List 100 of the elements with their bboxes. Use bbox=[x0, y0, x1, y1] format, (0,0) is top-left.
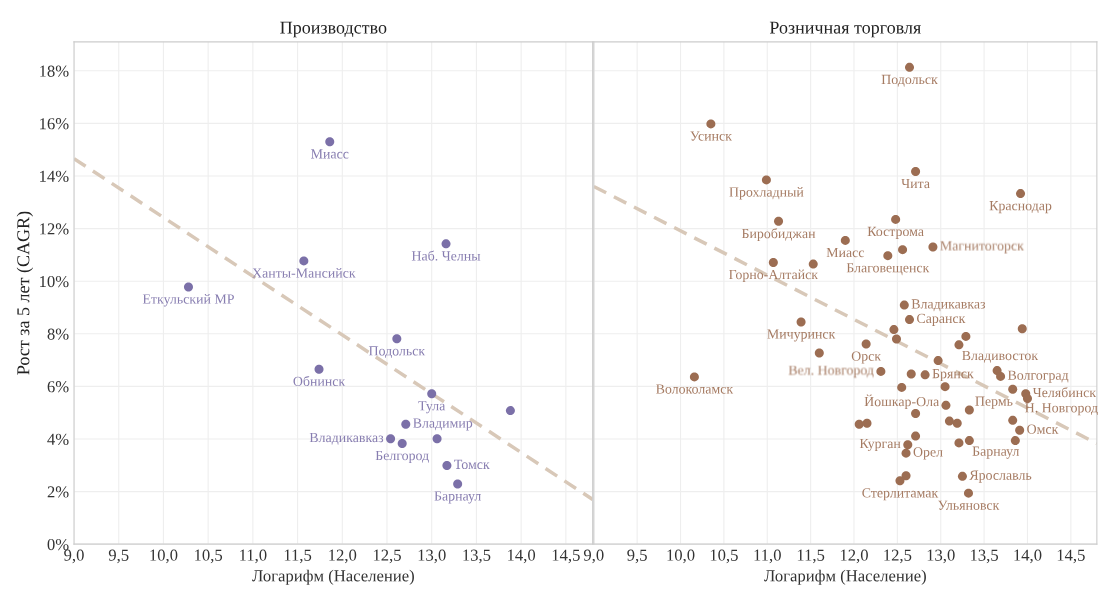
annotation: Краснодар bbox=[989, 201, 1052, 214]
point bbox=[814, 348, 824, 358]
point bbox=[505, 406, 515, 416]
x-tick-label: 12,5 bbox=[373, 549, 401, 564]
point bbox=[397, 438, 407, 448]
x-tick-label: 14,5 bbox=[552, 549, 580, 564]
annotation: Владимир bbox=[413, 418, 473, 431]
x-tick-label: 9,5 bbox=[108, 549, 129, 564]
point bbox=[453, 479, 463, 489]
x-axis-title: Логарифм (Население) bbox=[764, 569, 926, 585]
y-tick-label: 16% bbox=[40, 118, 69, 130]
point bbox=[961, 331, 971, 341]
annotation: Белгород bbox=[375, 450, 429, 463]
annotation: Челябинск bbox=[1032, 387, 1097, 398]
point bbox=[774, 216, 784, 226]
annotation: Ярославль bbox=[969, 470, 1032, 483]
point bbox=[808, 259, 818, 269]
annotation: Ульяновск bbox=[938, 500, 1000, 510]
point bbox=[964, 436, 974, 446]
x-tick-label: 9,0 bbox=[64, 549, 84, 564]
point bbox=[892, 334, 901, 344]
point bbox=[299, 256, 309, 266]
x-tick-label: 12,5 bbox=[884, 549, 912, 564]
point bbox=[314, 364, 324, 374]
point bbox=[940, 382, 950, 392]
annotation: Орел bbox=[913, 447, 943, 460]
point bbox=[432, 434, 442, 444]
annotation: Н. Новгород bbox=[1025, 403, 1098, 416]
point bbox=[905, 315, 915, 325]
point bbox=[898, 245, 908, 255]
x-tick-label: 9,0 bbox=[583, 549, 604, 564]
point bbox=[706, 119, 716, 129]
x-tick-label: 12,0 bbox=[840, 549, 868, 564]
point bbox=[392, 334, 402, 344]
annotation: Подольск bbox=[368, 346, 426, 359]
point bbox=[1016, 189, 1026, 199]
annotation: Кострома bbox=[867, 226, 924, 239]
point bbox=[325, 137, 335, 147]
annotation: Чита bbox=[901, 179, 930, 189]
y-tick-label: 18% bbox=[40, 65, 69, 77]
x-axis-title: Логарифм (Население) bbox=[252, 569, 414, 585]
point bbox=[386, 434, 396, 444]
x-tick-label: 13,5 bbox=[463, 549, 491, 564]
annotation: Ханты-Мансийск bbox=[252, 268, 356, 278]
x-tick-label: 10,5 bbox=[710, 549, 738, 564]
y-tick-label: 8% bbox=[47, 328, 69, 340]
y-tick-label: 14% bbox=[40, 170, 69, 182]
point bbox=[876, 366, 886, 376]
point bbox=[933, 356, 943, 366]
x-tick-label: 12,0 bbox=[329, 549, 357, 564]
annotation: Саранск bbox=[917, 313, 966, 326]
point bbox=[941, 400, 951, 410]
chart-title: Розничная торговля bbox=[769, 21, 921, 38]
x-tick-label: 13,5 bbox=[970, 549, 999, 564]
annotation: Еткульский МР bbox=[142, 294, 234, 307]
annotation: Пермь bbox=[975, 396, 1013, 409]
point bbox=[911, 167, 921, 177]
point bbox=[895, 476, 905, 486]
point bbox=[441, 239, 451, 249]
point bbox=[1022, 393, 1032, 403]
annotation: Волгоград bbox=[1007, 370, 1069, 383]
annotation: Биробиджан bbox=[741, 228, 816, 242]
point bbox=[883, 251, 893, 261]
y-tick-label: 10% bbox=[40, 275, 69, 288]
y-axis-title: Рост за 5 лет (CAGR) bbox=[16, 211, 34, 375]
annotation: Барнаул bbox=[972, 446, 1020, 459]
point bbox=[796, 317, 806, 327]
point bbox=[954, 438, 964, 448]
annotation: Владикавказ bbox=[911, 299, 986, 312]
point bbox=[901, 448, 911, 458]
point bbox=[905, 62, 915, 72]
point bbox=[891, 214, 901, 224]
point bbox=[854, 419, 864, 429]
point bbox=[401, 419, 411, 429]
point bbox=[963, 488, 973, 498]
point bbox=[964, 405, 974, 415]
x-tick-label: 10,0 bbox=[150, 549, 178, 564]
annotation: Вел. Новгород bbox=[788, 365, 874, 378]
x-tick-label: 14,5 bbox=[1057, 549, 1085, 564]
annotation: Барнаул bbox=[434, 491, 481, 504]
y-tick-label: 4% bbox=[47, 433, 69, 445]
annotation: Йошкар-Ола bbox=[864, 394, 940, 410]
point bbox=[954, 340, 964, 350]
annotation: Наб. Челны bbox=[411, 250, 481, 261]
point bbox=[1015, 425, 1025, 435]
point bbox=[768, 258, 778, 268]
annotation: Волоколамск bbox=[656, 384, 734, 394]
x-tick-label: 11,5 bbox=[284, 549, 312, 564]
x-tick-label: 14,0 bbox=[508, 549, 536, 564]
annotation: Курган bbox=[859, 438, 901, 452]
point bbox=[920, 370, 930, 380]
point bbox=[897, 382, 907, 392]
annotation: Магнитогорск bbox=[940, 241, 1024, 254]
point bbox=[1010, 436, 1020, 446]
annotation: Обнинск bbox=[293, 375, 346, 387]
x-tick-label: 9,5 bbox=[627, 549, 647, 564]
annotation: Миасс bbox=[311, 149, 349, 159]
annotation: Владивосток bbox=[962, 350, 1039, 363]
annotation: Томск bbox=[454, 459, 490, 470]
point bbox=[861, 339, 871, 349]
